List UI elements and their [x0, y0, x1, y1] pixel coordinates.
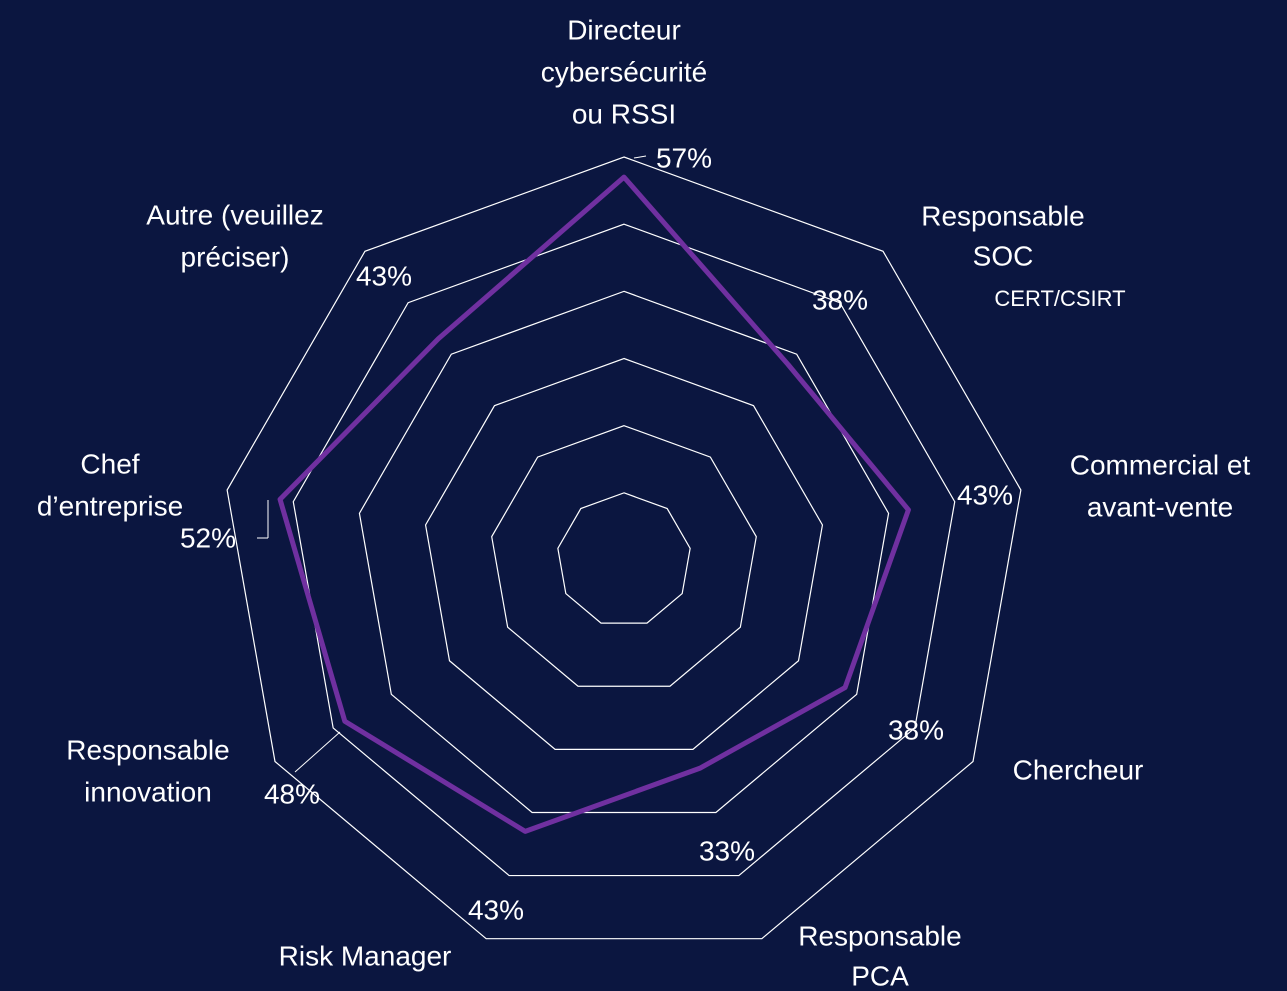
leader-line	[294, 731, 341, 773]
data-line	[277, 174, 911, 834]
grid-ring	[491, 425, 757, 687]
value-label: 43%	[957, 479, 1013, 510]
category-label: CERT/CSIRT	[994, 286, 1125, 311]
grid-ring	[292, 223, 956, 877]
value-label: 33%	[699, 835, 755, 866]
category-label: SOC	[973, 240, 1034, 271]
category-label: cybersécurité	[541, 56, 708, 87]
category-label: d’entreprise	[37, 490, 183, 521]
category-label: Autre (veuillez	[146, 199, 323, 230]
category-label: innovation	[84, 776, 212, 807]
grid-ring	[557, 492, 691, 624]
grid-ring	[424, 357, 824, 750]
leader-line	[633, 155, 647, 159]
category-label: Directeur	[567, 14, 681, 45]
value-label: 43%	[468, 894, 524, 925]
category-label: ou RSSI	[572, 98, 676, 129]
value-label: 38%	[888, 714, 944, 745]
category-label: Commercial et	[1070, 449, 1251, 480]
value-label: 57%	[656, 142, 712, 173]
category-label: Responsable	[66, 734, 229, 765]
category-label: préciser)	[181, 241, 290, 272]
category-label: Responsable	[798, 920, 961, 951]
category-label: Risk Manager	[279, 940, 452, 971]
value-label: 48%	[264, 778, 320, 809]
value-label: 52%	[180, 522, 236, 553]
category-label: Chef	[80, 448, 139, 479]
category-label: PCA	[851, 960, 909, 991]
category-label: Chercheur	[1013, 754, 1144, 785]
value-label: 43%	[356, 260, 412, 291]
category-label: Responsable	[921, 200, 1084, 231]
grid-ring	[358, 290, 890, 814]
value-label: 38%	[812, 284, 868, 315]
grid-ring	[226, 156, 1022, 940]
category-label: avant-vente	[1087, 491, 1233, 522]
